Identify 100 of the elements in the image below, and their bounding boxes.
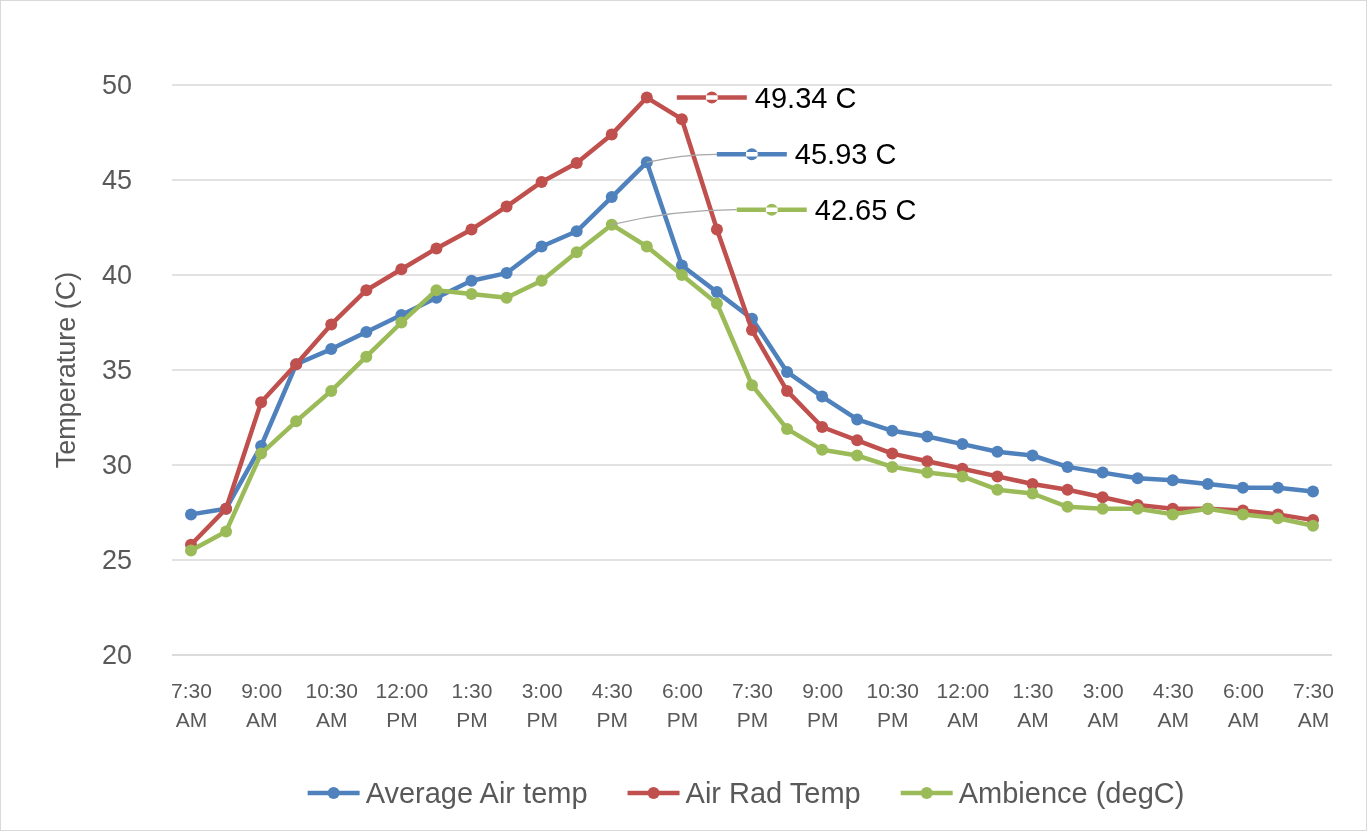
y-tick-label: 45 — [101, 165, 132, 196]
point — [500, 267, 513, 280]
y-tick-label: 30 — [101, 450, 132, 481]
point — [395, 263, 408, 276]
point — [255, 447, 268, 460]
x-tick-label: 1:30 AM — [1012, 678, 1054, 732]
point — [1026, 487, 1039, 500]
x-tick-label: 3:00 PM — [521, 678, 563, 732]
y-axis-title: Temperature (C) — [51, 271, 81, 469]
x-tick-label: 6:00 PM — [661, 678, 703, 732]
point — [991, 483, 1004, 496]
point — [570, 225, 583, 238]
y-tick-label: 35 — [101, 355, 132, 386]
point — [710, 286, 723, 299]
point — [500, 291, 513, 304]
legend-label: Air Rad Temp — [685, 777, 861, 810]
annotation: 42.65 C — [814, 193, 917, 226]
annotation: 45.93 C — [794, 138, 897, 171]
point — [605, 191, 618, 204]
y-tick-label: 25 — [101, 545, 132, 576]
point — [500, 200, 513, 213]
point — [746, 379, 758, 392]
x-tick-label: 4:30 PM — [591, 678, 633, 732]
point — [1166, 508, 1179, 521]
point — [921, 455, 934, 468]
point — [465, 223, 478, 236]
point — [956, 438, 969, 451]
point — [1236, 481, 1249, 494]
point — [781, 422, 794, 435]
y-tick-label: 20 — [101, 640, 132, 671]
point — [886, 447, 899, 460]
point — [325, 384, 338, 397]
point — [816, 421, 829, 433]
point — [535, 240, 548, 253]
point — [465, 274, 478, 287]
x-tick-label: 1:30 PM — [451, 678, 493, 732]
point — [1061, 500, 1074, 513]
point — [1061, 483, 1074, 496]
point — [1236, 508, 1249, 521]
x-tick-label: 9:00 AM — [241, 678, 283, 732]
point — [605, 218, 618, 231]
point — [746, 324, 758, 337]
point — [921, 466, 934, 479]
point — [851, 434, 864, 447]
point — [991, 470, 1004, 483]
point — [255, 396, 268, 409]
point — [360, 350, 373, 363]
point — [570, 156, 583, 169]
x-tick-label: 7:30 AM — [171, 678, 212, 732]
point — [605, 128, 618, 141]
point — [921, 430, 934, 443]
point — [816, 390, 829, 403]
point — [1307, 485, 1319, 498]
point — [1096, 466, 1109, 479]
y-tick-label: 40 — [101, 260, 132, 291]
point — [325, 343, 338, 356]
point — [851, 449, 864, 462]
point — [991, 445, 1004, 458]
point — [781, 365, 794, 378]
x-tick-label: 6:00 AM — [1222, 678, 1264, 732]
point — [290, 415, 303, 428]
point — [185, 544, 197, 557]
legend-label: Ambience (degC) — [958, 777, 1185, 810]
point — [886, 424, 899, 437]
annotation: 49.34 C — [754, 81, 857, 114]
point — [360, 326, 373, 338]
point — [851, 413, 864, 426]
point — [1131, 472, 1144, 485]
point — [886, 460, 899, 473]
point — [781, 384, 794, 397]
point — [535, 274, 548, 287]
x-tick-label: 7:30 AM — [1293, 678, 1334, 732]
point — [220, 525, 233, 538]
point — [430, 242, 443, 255]
point — [640, 156, 653, 169]
x-tick-label: 4:30 AM — [1152, 678, 1194, 732]
point — [430, 284, 443, 297]
x-tick-label: 12:00 PM — [375, 678, 429, 732]
point — [1271, 481, 1284, 494]
point — [1201, 478, 1214, 490]
point — [956, 470, 969, 483]
x-tick-label: 7:30 PM — [732, 678, 773, 732]
point — [710, 223, 723, 236]
point — [1096, 502, 1109, 515]
point — [1096, 491, 1109, 504]
point — [325, 318, 338, 331]
point — [395, 316, 408, 329]
point — [570, 246, 583, 259]
x-tick-label: 10:30 AM — [305, 678, 359, 732]
x-tick-label: 12:00 AM — [936, 678, 990, 732]
point — [1166, 474, 1179, 487]
x-tick-label: 3:00 AM — [1082, 678, 1124, 732]
point — [465, 288, 478, 300]
point — [1061, 460, 1074, 473]
point — [1307, 519, 1319, 532]
y-tick-label: 50 — [101, 70, 132, 101]
point — [816, 443, 829, 456]
point — [675, 269, 688, 281]
x-tick-label: 9:00 PM — [802, 678, 844, 732]
point — [710, 297, 723, 310]
